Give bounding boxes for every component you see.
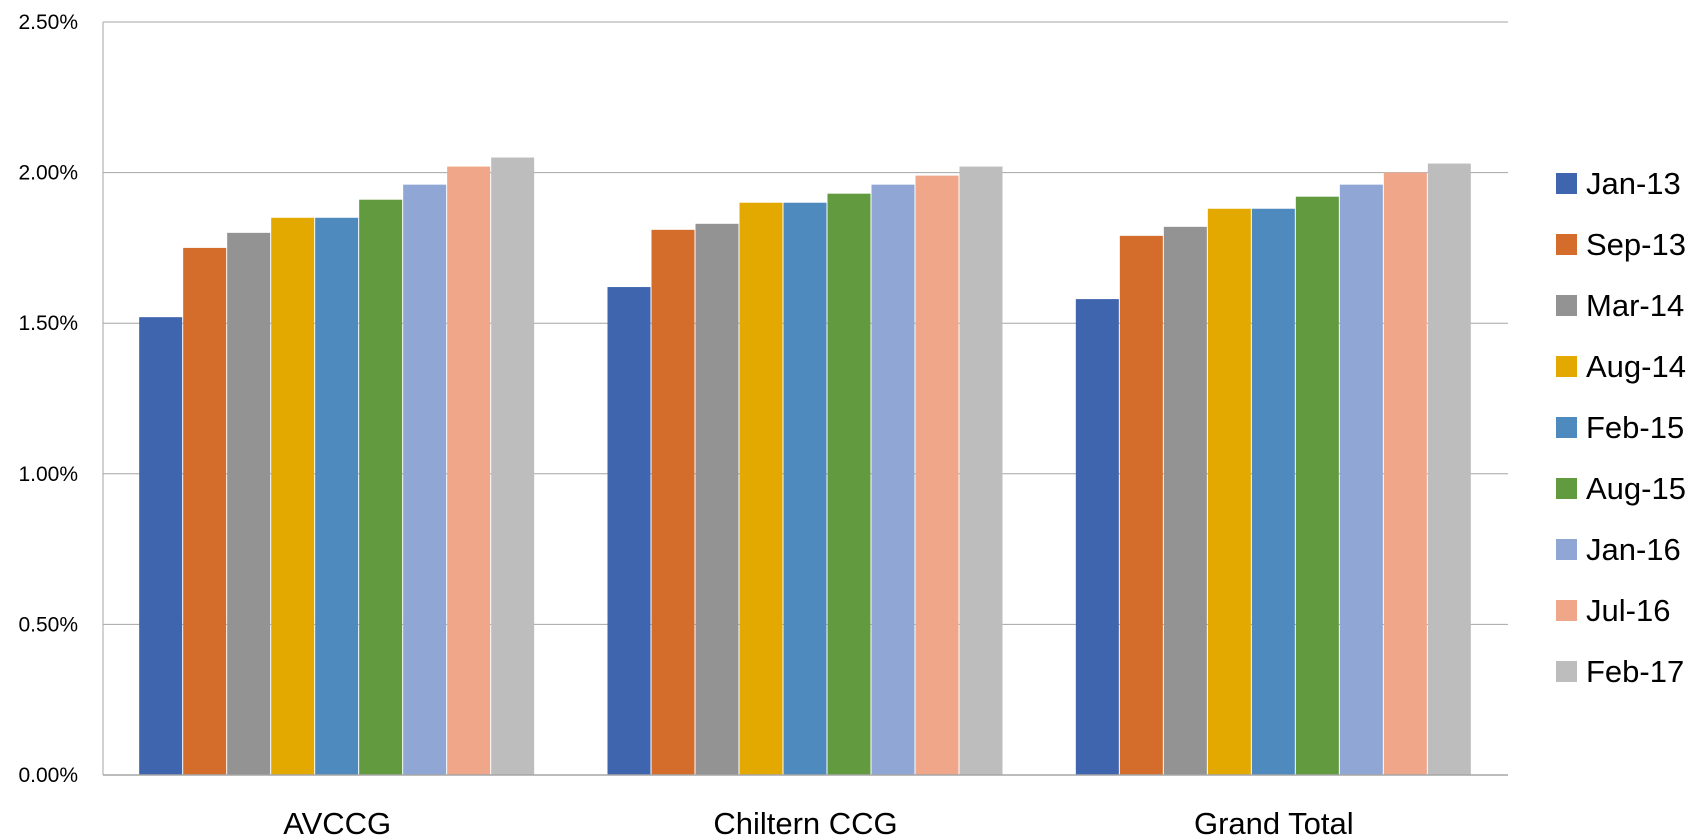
bars	[139, 157, 1471, 776]
axes	[102, 22, 1508, 776]
bar	[227, 232, 271, 776]
bar	[607, 287, 651, 775]
bar	[1295, 196, 1339, 776]
bar	[1427, 163, 1471, 776]
bar	[139, 317, 183, 775]
bar	[783, 202, 827, 776]
legend-label: Mar-14	[1586, 288, 1684, 323]
bar	[651, 229, 695, 775]
x-axis-category-labels: AVCCG Chiltern CCG Grand Total	[283, 806, 1353, 838]
bar	[1075, 299, 1119, 775]
legend-swatch	[1556, 539, 1577, 560]
bar	[1339, 184, 1383, 775]
bar	[1119, 235, 1163, 776]
bar	[739, 202, 783, 776]
bar	[1251, 208, 1295, 775]
y-axis-tick-labels: 0.00% 0.50% 1.00% 1.50% 2.00% 2.50%	[18, 11, 78, 787]
bar	[271, 217, 315, 775]
bar	[491, 157, 535, 776]
y-tick-label: 1.00%	[18, 463, 78, 486]
bar	[1207, 208, 1251, 775]
y-tick-label: 2.50%	[18, 11, 78, 34]
legend-label: Sep-13	[1586, 227, 1686, 262]
legend-label: Jul-16	[1586, 593, 1670, 628]
legend-label: Jan-13	[1586, 166, 1681, 201]
y-tick-label: 0.00%	[18, 764, 78, 787]
y-tick-label: 2.00%	[18, 162, 78, 185]
bar	[359, 199, 403, 775]
legend-label: Feb-15	[1586, 410, 1684, 445]
x-category-label: Grand Total	[1194, 806, 1354, 838]
legend-label: Aug-14	[1586, 349, 1686, 384]
legend-swatch	[1556, 478, 1577, 499]
bar	[959, 166, 1003, 776]
y-tick-label: 0.50%	[18, 613, 78, 636]
legend-swatch	[1556, 234, 1577, 255]
legend: Jan-13 Sep-13 Mar-14 Aug-14 Feb-15 Aug-15 Jan-…	[1556, 166, 1686, 689]
bar	[915, 175, 959, 775]
bar	[183, 247, 227, 775]
bar	[1383, 172, 1427, 776]
bar	[1163, 226, 1207, 776]
bar	[827, 193, 871, 775]
legend-swatch	[1556, 295, 1577, 316]
legend-swatch	[1556, 356, 1577, 377]
x-category-label: Chiltern CCG	[713, 806, 897, 838]
legend-swatch	[1556, 600, 1577, 621]
bar	[695, 223, 739, 775]
y-tick-label: 1.50%	[18, 312, 78, 335]
bar	[871, 184, 915, 775]
legend-label: Feb-17	[1586, 654, 1684, 689]
legend-swatch	[1556, 173, 1577, 194]
bar	[315, 217, 359, 775]
bar	[447, 166, 491, 776]
bar	[403, 184, 447, 775]
x-category-label: AVCCG	[283, 806, 391, 838]
legend-swatch	[1556, 417, 1577, 438]
legend-label: Aug-15	[1586, 471, 1686, 506]
legend-swatch	[1556, 661, 1577, 682]
legend-label: Jan-16	[1586, 532, 1681, 567]
